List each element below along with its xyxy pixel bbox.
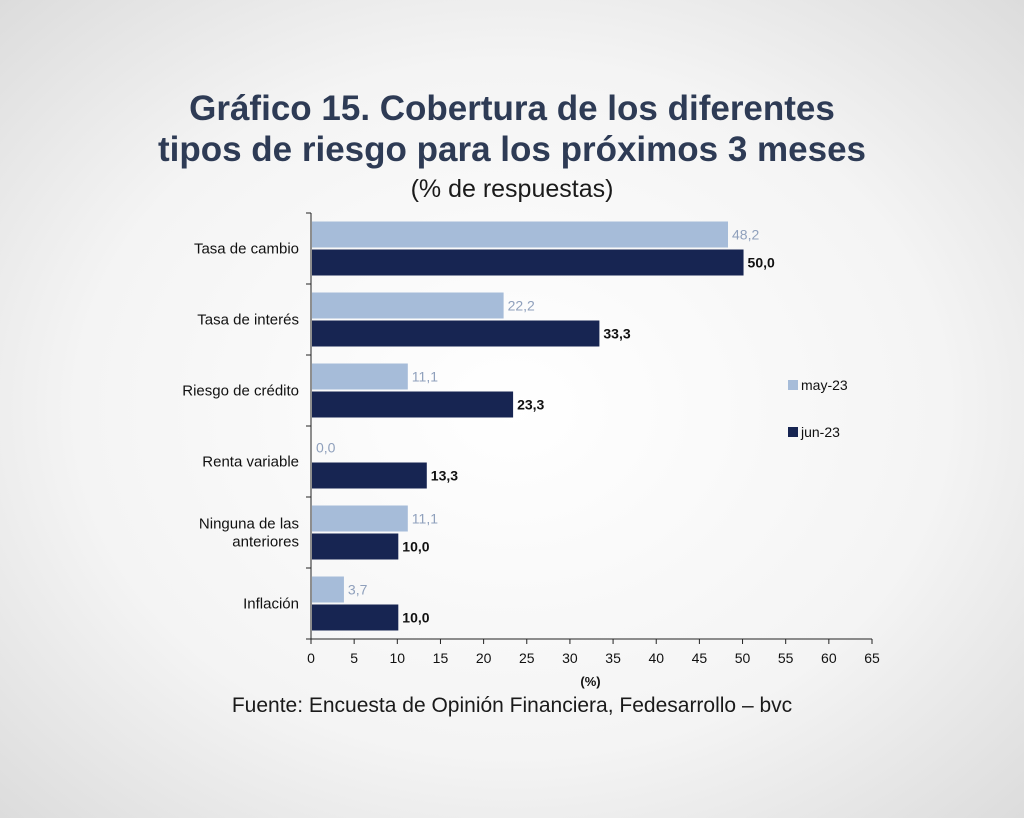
- x-tick-label: 20: [476, 650, 492, 666]
- source-note: Fuente: Encuesta de Opinión Financiera, …: [231, 694, 793, 717]
- data-label-may-23: 22,2: [508, 298, 535, 314]
- data-label-may-23: 0,0: [316, 440, 336, 456]
- bar-jun-23: [312, 249, 744, 276]
- x-tick-label: 0: [307, 650, 315, 666]
- x-axis-label: (%): [580, 674, 600, 689]
- x-tick-label: 35: [605, 650, 621, 666]
- x-tick-label: 10: [390, 650, 406, 666]
- category-label: Renta variable: [202, 454, 299, 471]
- bar-jun-23: [312, 604, 399, 631]
- category-label: Inflación: [243, 596, 299, 613]
- data-label-jun-23: 10,0: [402, 539, 429, 555]
- x-tick-label: 55: [778, 650, 794, 666]
- chart-subtitle: (% de respuestas): [410, 175, 614, 203]
- x-tick-label: 40: [648, 650, 664, 666]
- category-label: Ninguna de las: [199, 516, 299, 533]
- x-tick-label: 5: [350, 650, 358, 666]
- x-tick-label: 65: [864, 650, 880, 666]
- bar-may-23: [312, 576, 344, 603]
- bar-jun-23: [312, 462, 427, 489]
- x-tick-label: 45: [692, 650, 708, 666]
- chart-title-line-1: Gráfico 15. Cobertura de los diferentes: [189, 89, 835, 128]
- legend-label-may-23: may-23: [801, 377, 848, 393]
- category-label: anteriores: [232, 534, 299, 551]
- legend-swatch-may-23: [788, 380, 798, 390]
- data-label-jun-23: 23,3: [517, 397, 544, 413]
- legend-swatch-jun-23: [788, 427, 798, 437]
- x-tick-label: 50: [735, 650, 751, 666]
- category-label: Riesgo de crédito: [182, 383, 299, 400]
- bar-may-23: [312, 221, 729, 248]
- data-label-may-23: 11,1: [412, 511, 438, 527]
- data-label-jun-23: 50,0: [748, 255, 775, 271]
- data-label-jun-23: 33,3: [603, 326, 630, 342]
- category-label: Tasa de interés: [197, 312, 299, 329]
- x-tick-label: 25: [519, 650, 535, 666]
- data-label-may-23: 11,1: [412, 369, 438, 385]
- data-label-jun-23: 10,0: [402, 610, 429, 626]
- x-tick-label: 30: [562, 650, 578, 666]
- data-label-may-23: 3,7: [348, 582, 368, 598]
- bar-jun-23: [312, 320, 600, 347]
- chart-title: Gráfico 15. Cobertura de los diferentes …: [0, 88, 1024, 170]
- bar-may-23: [312, 292, 504, 319]
- category-label: Tasa de cambio: [194, 241, 299, 258]
- bar-jun-23: [312, 391, 514, 418]
- bar-may-23: [312, 363, 408, 390]
- chart-title-line-2: tipos de riesgo para los próximos 3 mese…: [157, 130, 867, 169]
- legend-label-jun-23: jun-23: [800, 424, 840, 440]
- data-label-jun-23: 13,3: [431, 468, 458, 484]
- bar-may-23: [312, 505, 408, 532]
- bar-jun-23: [312, 533, 399, 560]
- x-tick-label: 15: [433, 650, 449, 666]
- x-tick-label: 60: [821, 650, 837, 666]
- data-label-may-23: 48,2: [732, 227, 759, 243]
